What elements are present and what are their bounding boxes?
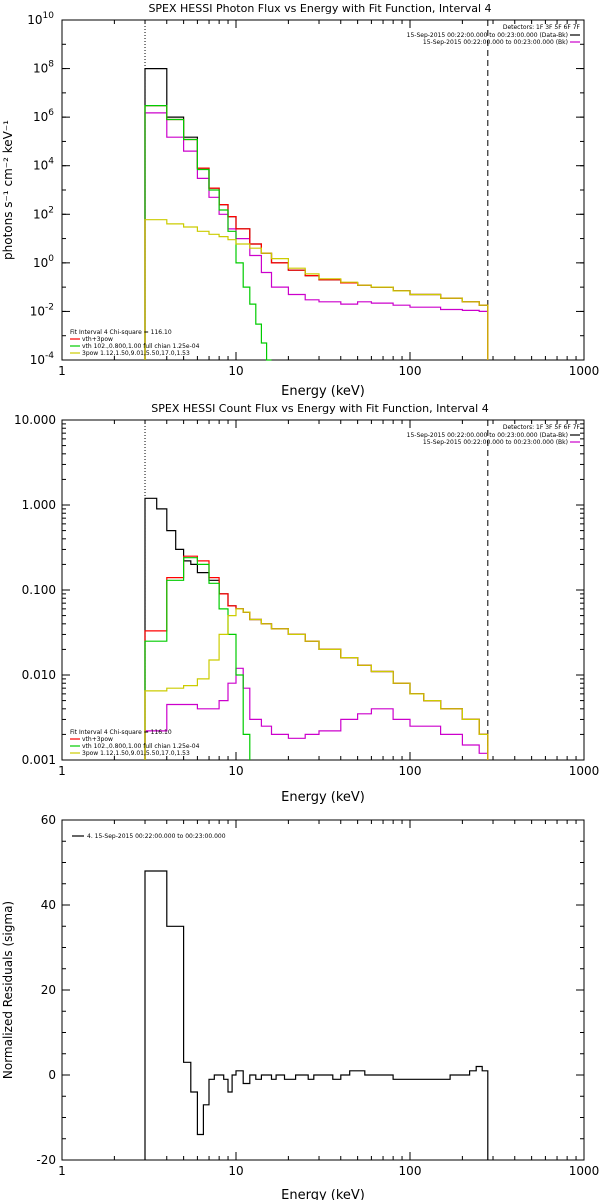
- count-flux-xlabel: Energy (keV): [281, 790, 365, 805]
- y-tick-label: 10-4: [30, 351, 55, 367]
- x-tick-label: 10: [228, 764, 243, 778]
- series-line-4: [144, 219, 489, 360]
- count-flux-x-ticks: 1 10 100 1000: [58, 420, 599, 778]
- residuals-x-ticks: 1 10 100 1000: [58, 820, 599, 1178]
- y-tick-base: 10: [33, 62, 48, 76]
- series-line-1: [144, 667, 489, 760]
- y-tick-base: 10: [33, 207, 48, 221]
- y-tick-base: 10: [33, 159, 48, 173]
- y-tick-label: 0: [48, 1068, 56, 1082]
- y-tick-label: 0.010: [22, 668, 56, 682]
- series-line-0: [144, 870, 489, 1160]
- y-tick-base: 10: [33, 256, 48, 270]
- legend-header: Detectors: 1F 3F 5F 6F 7F: [503, 24, 581, 31]
- y-tick-label: 108: [33, 60, 54, 76]
- x-tick-label: 100: [399, 364, 422, 378]
- photon-flux-xlabel: Energy (keV): [281, 384, 365, 399]
- y-tick-exponent: -2: [45, 302, 54, 312]
- count-flux-legend-fit: Fit Interval 4 Chi-square = 116.10vth+3p…: [70, 729, 200, 757]
- legend-entry-text: 15-Sep-2015 00:22:00.000 to 00:23:00.000…: [423, 39, 568, 46]
- photon-flux-ylabel: photons s⁻¹ cm⁻² keV⁻¹: [1, 120, 15, 260]
- legend-entry-text: 3pow 1.12,1.50,9.01,5.50,17.0,1.53: [82, 350, 190, 357]
- x-tick-label: 1000: [569, 1164, 600, 1178]
- y-tick-exponent: 6: [48, 108, 54, 118]
- y-tick-label: 104: [33, 157, 54, 173]
- x-tick-label: 100: [399, 764, 422, 778]
- photon-flux-series: [144, 68, 489, 361]
- legend-entry-text: 4. 15-Sep-2015 00:22:00.000 to 00:23:00.…: [87, 833, 226, 840]
- legend-entry-text: 15-Sep-2015 00:22:00.000 to 00:23:00.000…: [407, 32, 568, 39]
- series-line-3: [144, 557, 251, 760]
- y-tick-label: 1.000: [22, 498, 56, 512]
- legend-header: Detectors: 1F 3F 5F 6F 7F: [503, 424, 581, 431]
- count-flux-title: SPEX HESSI Count Flux vs Energy with Fit…: [151, 402, 488, 415]
- count-flux-vlines: [144, 420, 489, 760]
- photon-flux-legend-fit: Fit Interval 4 Chi-square = 116.10vth+3p…: [70, 329, 200, 357]
- residuals-panel: Energy (keV) Normalized Residuals (sigma…: [1, 813, 599, 1200]
- residuals-ylabel: Normalized Residuals (sigma): [1, 901, 15, 1079]
- legend-header: Fit Interval 4 Chi-square = 116.10: [70, 329, 172, 336]
- legend-header: Fit Interval 4 Chi-square = 116.10: [70, 729, 172, 736]
- x-tick-label: 1: [58, 764, 66, 778]
- y-tick-label: 0.100: [22, 583, 56, 597]
- y-tick-label: 40: [41, 898, 56, 912]
- legend-entry-text: vth+3pow: [82, 736, 113, 743]
- residuals-legend: 4. 15-Sep-2015 00:22:00.000 to 00:23:00.…: [72, 833, 226, 840]
- photon-flux-title: SPEX HESSI Photon Flux vs Energy with Fi…: [148, 2, 491, 15]
- y-tick-exponent: 0: [48, 254, 54, 264]
- x-tick-label: 10: [228, 364, 243, 378]
- y-tick-exponent: 8: [48, 60, 54, 70]
- x-tick-label: 10: [228, 1164, 243, 1178]
- y-tick-label: 106: [33, 108, 54, 124]
- series-line-3: [144, 105, 272, 361]
- y-tick-exponent: 4: [48, 157, 54, 167]
- y-tick-base: 10: [27, 13, 42, 27]
- series-line-4: [144, 608, 489, 760]
- y-tick-label: 10-2: [30, 302, 54, 318]
- legend-entry-text: vth 102.,0.800,1.00 full chian 1.25e-04: [82, 743, 200, 750]
- y-tick-base: 10: [30, 304, 45, 318]
- x-tick-label: 100: [399, 1164, 422, 1178]
- legend-entry-text: vth+3pow: [82, 336, 113, 343]
- x-tick-label: 1000: [569, 364, 600, 378]
- x-tick-label: 1: [58, 364, 66, 378]
- y-tick-label: 0.001: [22, 753, 56, 767]
- y-tick-label: -20: [36, 1153, 56, 1167]
- x-tick-label: 1000: [569, 764, 600, 778]
- photon-flux-vlines: [144, 20, 489, 360]
- y-tick-exponent: 10: [43, 11, 55, 21]
- y-tick-exponent: 2: [48, 205, 54, 215]
- legend-entry-text: 3pow 1.12,1.50,9.01,5.50,17.0,1.53: [82, 750, 190, 757]
- y-tick-label: 20: [41, 983, 56, 997]
- y-tick-base: 10: [33, 110, 48, 124]
- count-flux-panel: SPEX HESSI Count Flux vs Energy with Fit…: [14, 402, 599, 805]
- count-flux-series: [144, 497, 489, 760]
- y-tick-label: 102: [33, 205, 54, 221]
- y-tick-label: 10.000: [14, 413, 56, 427]
- residuals-xlabel: Energy (keV): [281, 1188, 365, 1200]
- series-line-1: [144, 112, 489, 360]
- y-tick-base: 10: [30, 353, 45, 367]
- legend-entry-text: 15-Sep-2015 00:22:00.000 to 00:23:00.000…: [423, 439, 568, 446]
- legend-entry-text: 15-Sep-2015 00:22:00.000 to 00:23:00.000…: [407, 432, 568, 439]
- photon-flux-panel: SPEX HESSI Photon Flux vs Energy with Fi…: [1, 2, 599, 399]
- count-flux-y-ticks: 0.001 0.010 0.100 1.000 10.000: [14, 413, 584, 767]
- y-tick-label: 100: [33, 254, 54, 270]
- x-tick-label: 1: [58, 1164, 66, 1178]
- residuals-series: [144, 870, 489, 1160]
- y-tick-label: 1010: [27, 11, 54, 27]
- residuals-y-ticks: -20 0 20 40 60: [36, 813, 584, 1167]
- y-tick-exponent: -4: [45, 351, 54, 361]
- legend-entry-text: vth 102.,0.800,1.00 full chian 1.25e-04: [82, 343, 200, 350]
- y-tick-label: 60: [41, 813, 56, 827]
